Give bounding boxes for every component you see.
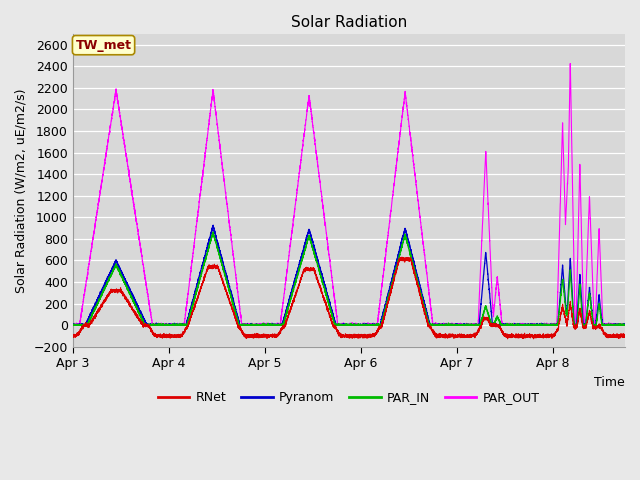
X-axis label: Time: Time [595,376,625,389]
Text: TW_met: TW_met [76,38,132,52]
Title: Solar Radiation: Solar Radiation [291,15,407,30]
Y-axis label: Solar Radiation (W/m2, uE/m2/s): Solar Radiation (W/m2, uE/m2/s) [15,88,28,293]
Legend: RNet, Pyranom, PAR_IN, PAR_OUT: RNet, Pyranom, PAR_IN, PAR_OUT [153,386,545,409]
